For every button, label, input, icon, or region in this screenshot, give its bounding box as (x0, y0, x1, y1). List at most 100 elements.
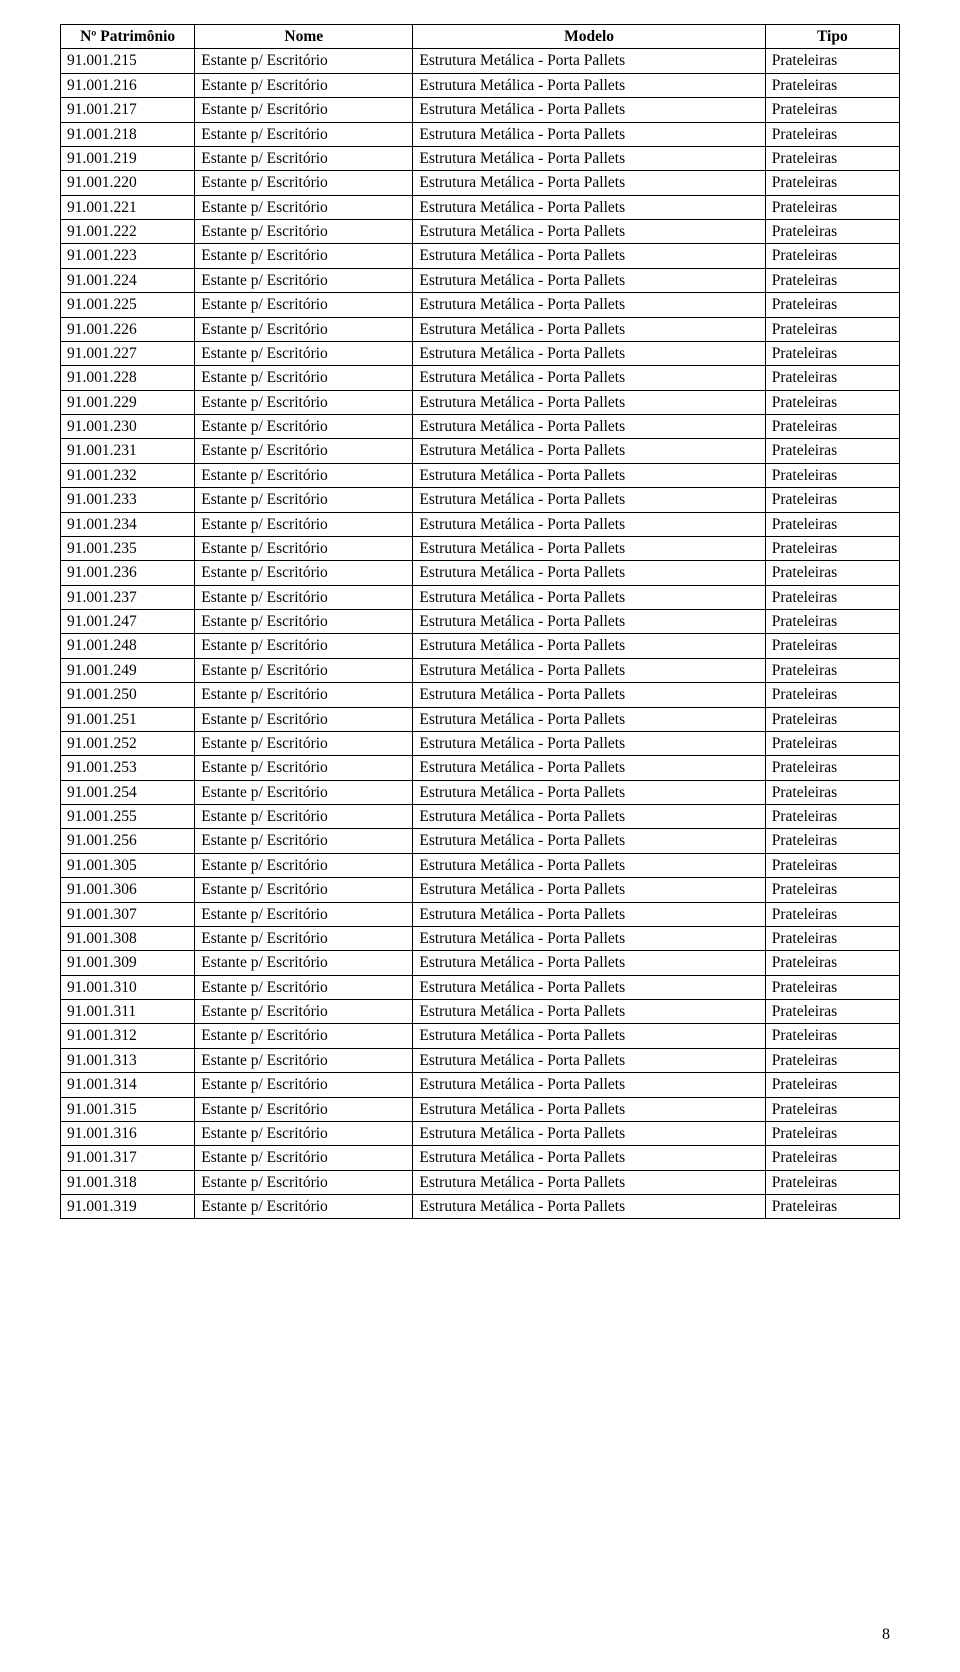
cell-patrimonio: 91.001.220 (61, 171, 195, 195)
cell-nome: Estante p/ Escritório (195, 1000, 413, 1024)
cell-patrimonio: 91.001.228 (61, 366, 195, 390)
cell-nome: Estante p/ Escritório (195, 1195, 413, 1219)
cell-modelo: Estrutura Metálica - Porta Pallets (413, 220, 765, 244)
cell-patrimonio: 91.001.222 (61, 220, 195, 244)
cell-modelo: Estrutura Metálica - Porta Pallets (413, 488, 765, 512)
cell-patrimonio: 91.001.248 (61, 634, 195, 658)
cell-patrimonio: 91.001.252 (61, 731, 195, 755)
cell-tipo: Prateleiras (765, 1097, 899, 1121)
cell-patrimonio: 91.001.247 (61, 610, 195, 634)
table-row: 91.001.220Estante p/ EscritórioEstrutura… (61, 171, 900, 195)
cell-tipo: Prateleiras (765, 366, 899, 390)
cell-modelo: Estrutura Metálica - Porta Pallets (413, 317, 765, 341)
cell-patrimonio: 91.001.231 (61, 439, 195, 463)
asset-table: Nº Patrimônio Nome Modelo Tipo 91.001.21… (60, 24, 900, 1219)
cell-nome: Estante p/ Escritório (195, 658, 413, 682)
cell-modelo: Estrutura Metálica - Porta Pallets (413, 293, 765, 317)
cell-nome: Estante p/ Escritório (195, 1048, 413, 1072)
cell-patrimonio: 91.001.308 (61, 926, 195, 950)
cell-tipo: Prateleiras (765, 536, 899, 560)
cell-patrimonio: 91.001.255 (61, 805, 195, 829)
cell-modelo: Estrutura Metálica - Porta Pallets (413, 658, 765, 682)
cell-tipo: Prateleiras (765, 244, 899, 268)
table-row: 91.001.248Estante p/ EscritórioEstrutura… (61, 634, 900, 658)
table-row: 91.001.307Estante p/ EscritórioEstrutura… (61, 902, 900, 926)
cell-tipo: Prateleiras (765, 683, 899, 707)
cell-tipo: Prateleiras (765, 780, 899, 804)
cell-nome: Estante p/ Escritório (195, 1170, 413, 1194)
table-row: 91.001.254Estante p/ EscritórioEstrutura… (61, 780, 900, 804)
table-row: 91.001.231Estante p/ EscritórioEstrutura… (61, 439, 900, 463)
table-row: 91.001.215Estante p/ EscritórioEstrutura… (61, 49, 900, 73)
cell-patrimonio: 91.001.226 (61, 317, 195, 341)
cell-nome: Estante p/ Escritório (195, 341, 413, 365)
cell-tipo: Prateleiras (765, 220, 899, 244)
table-row: 91.001.251Estante p/ EscritórioEstrutura… (61, 707, 900, 731)
cell-tipo: Prateleiras (765, 585, 899, 609)
cell-modelo: Estrutura Metálica - Porta Pallets (413, 683, 765, 707)
cell-modelo: Estrutura Metálica - Porta Pallets (413, 244, 765, 268)
cell-modelo: Estrutura Metálica - Porta Pallets (413, 1146, 765, 1170)
cell-tipo: Prateleiras (765, 561, 899, 585)
table-row: 91.001.250Estante p/ EscritórioEstrutura… (61, 683, 900, 707)
cell-nome: Estante p/ Escritório (195, 634, 413, 658)
cell-nome: Estante p/ Escritório (195, 829, 413, 853)
cell-nome: Estante p/ Escritório (195, 1073, 413, 1097)
table-row: 91.001.252Estante p/ EscritórioEstrutura… (61, 731, 900, 755)
cell-nome: Estante p/ Escritório (195, 293, 413, 317)
cell-nome: Estante p/ Escritório (195, 1121, 413, 1145)
table-row: 91.001.247Estante p/ EscritórioEstrutura… (61, 610, 900, 634)
cell-nome: Estante p/ Escritório (195, 731, 413, 755)
cell-modelo: Estrutura Metálica - Porta Pallets (413, 1170, 765, 1194)
cell-nome: Estante p/ Escritório (195, 73, 413, 97)
cell-patrimonio: 91.001.249 (61, 658, 195, 682)
cell-patrimonio: 91.001.256 (61, 829, 195, 853)
table-row: 91.001.249Estante p/ EscritórioEstrutura… (61, 658, 900, 682)
cell-tipo: Prateleiras (765, 512, 899, 536)
cell-modelo: Estrutura Metálica - Porta Pallets (413, 195, 765, 219)
table-row: 91.001.311Estante p/ EscritórioEstrutura… (61, 1000, 900, 1024)
cell-patrimonio: 91.001.229 (61, 390, 195, 414)
col-header-modelo: Modelo (413, 25, 765, 49)
cell-patrimonio: 91.001.235 (61, 536, 195, 560)
table-row: 91.001.316Estante p/ EscritórioEstrutura… (61, 1121, 900, 1145)
cell-modelo: Estrutura Metálica - Porta Pallets (413, 512, 765, 536)
table-row: 91.001.227Estante p/ EscritórioEstrutura… (61, 341, 900, 365)
cell-nome: Estante p/ Escritório (195, 415, 413, 439)
table-row: 91.001.226Estante p/ EscritórioEstrutura… (61, 317, 900, 341)
cell-patrimonio: 91.001.305 (61, 853, 195, 877)
cell-patrimonio: 91.001.319 (61, 1195, 195, 1219)
cell-modelo: Estrutura Metálica - Porta Pallets (413, 415, 765, 439)
cell-tipo: Prateleiras (765, 878, 899, 902)
cell-patrimonio: 91.001.254 (61, 780, 195, 804)
table-row: 91.001.218Estante p/ EscritórioEstrutura… (61, 122, 900, 146)
table-row: 91.001.224Estante p/ EscritórioEstrutura… (61, 268, 900, 292)
header-row: Nº Patrimônio Nome Modelo Tipo (61, 25, 900, 49)
table-header: Nº Patrimônio Nome Modelo Tipo (61, 25, 900, 49)
cell-patrimonio: 91.001.237 (61, 585, 195, 609)
table-row: 91.001.315Estante p/ EscritórioEstrutura… (61, 1097, 900, 1121)
cell-tipo: Prateleiras (765, 341, 899, 365)
cell-nome: Estante p/ Escritório (195, 1097, 413, 1121)
cell-tipo: Prateleiras (765, 731, 899, 755)
cell-tipo: Prateleiras (765, 268, 899, 292)
cell-tipo: Prateleiras (765, 146, 899, 170)
cell-modelo: Estrutura Metálica - Porta Pallets (413, 463, 765, 487)
cell-tipo: Prateleiras (765, 658, 899, 682)
cell-tipo: Prateleiras (765, 610, 899, 634)
table-row: 91.001.223Estante p/ EscritórioEstrutura… (61, 244, 900, 268)
table-row: 91.001.314Estante p/ EscritórioEstrutura… (61, 1073, 900, 1097)
cell-nome: Estante p/ Escritório (195, 1146, 413, 1170)
cell-patrimonio: 91.001.315 (61, 1097, 195, 1121)
cell-tipo: Prateleiras (765, 707, 899, 731)
table-row: 91.001.236Estante p/ EscritórioEstrutura… (61, 561, 900, 585)
cell-modelo: Estrutura Metálica - Porta Pallets (413, 98, 765, 122)
table-row: 91.001.234Estante p/ EscritórioEstrutura… (61, 512, 900, 536)
cell-tipo: Prateleiras (765, 463, 899, 487)
cell-nome: Estante p/ Escritório (195, 756, 413, 780)
cell-modelo: Estrutura Metálica - Porta Pallets (413, 49, 765, 73)
table-row: 91.001.308Estante p/ EscritórioEstrutura… (61, 926, 900, 950)
cell-modelo: Estrutura Metálica - Porta Pallets (413, 707, 765, 731)
cell-tipo: Prateleiras (765, 1024, 899, 1048)
cell-tipo: Prateleiras (765, 317, 899, 341)
